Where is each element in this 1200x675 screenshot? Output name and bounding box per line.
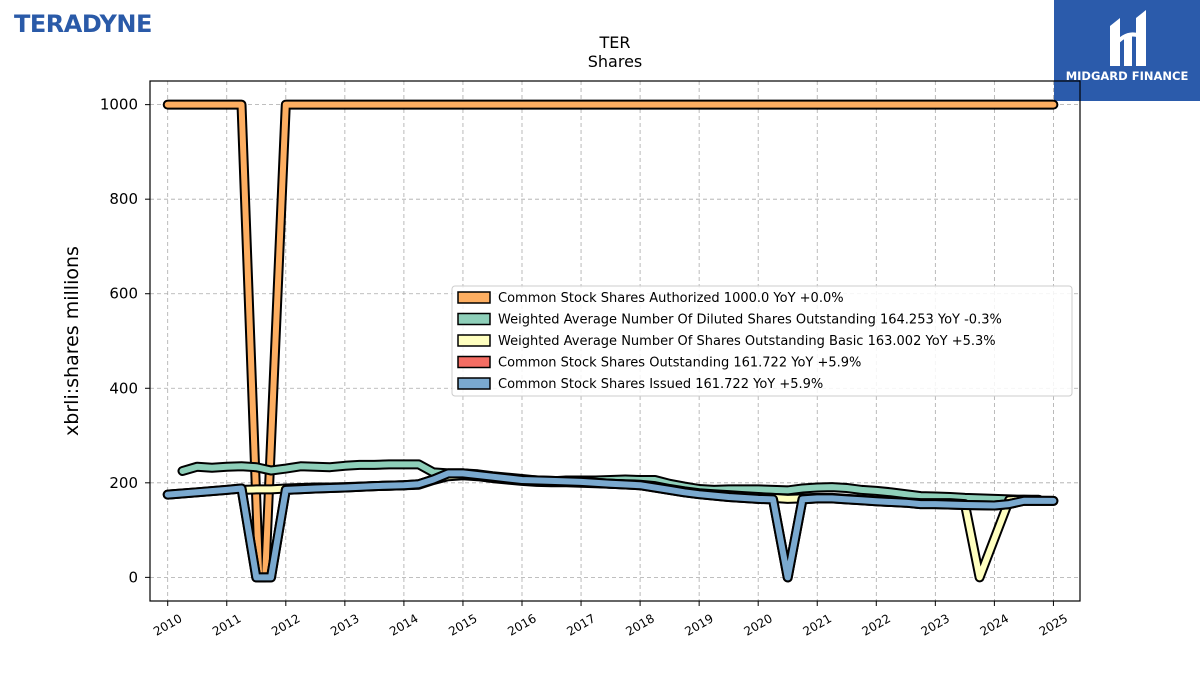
- y-axis-label: xbrli:shares millions: [61, 246, 83, 436]
- y-tick-label: 400: [109, 379, 138, 397]
- x-tick-label: 2014: [387, 611, 420, 638]
- series-lines: [162, 99, 1059, 583]
- x-tick-label: 2022: [860, 611, 893, 638]
- legend-item: Common Stock Shares Outstanding 161.722 …: [457, 355, 861, 371]
- legend-swatch: [457, 291, 491, 304]
- legend: Common Stock Shares Authorized 1000.0 Yo…: [451, 285, 1073, 397]
- legend-item: Common Stock Shares Authorized 1000.0 Yo…: [457, 291, 844, 306]
- x-tick-label: 2011: [210, 611, 243, 638]
- legend-item: Weighted Average Number Of Shares Outsta…: [457, 334, 996, 349]
- legend-box: [451, 285, 1073, 397]
- plot-frame: [149, 80, 1081, 602]
- y-tick-label: 600: [109, 285, 138, 303]
- legend-swatch: [457, 312, 491, 326]
- y-tick-label: 200: [109, 474, 138, 492]
- badge-label: MIDGARD FINANCE: [1065, 69, 1189, 83]
- x-tick-label: 2019: [682, 611, 715, 638]
- series-4: [162, 468, 1059, 583]
- x-tick-label: 2015: [446, 611, 479, 638]
- midgard-mark-icon: [1110, 10, 1146, 66]
- x-tick-label: 2016: [505, 611, 538, 638]
- x-tick-label: 2025: [1037, 611, 1070, 638]
- legend-item: Common Stock Shares Issued 161.722 YoY +…: [457, 377, 823, 392]
- x-tick-label: 2023: [919, 611, 952, 638]
- chart-title: TER: [599, 33, 631, 52]
- legend-label: Common Stock Shares Issued 161.722 YoY +…: [498, 377, 823, 392]
- legend-label: Common Stock Shares Outstanding 161.722 …: [498, 356, 861, 371]
- chart-subtitle: Shares: [588, 52, 643, 71]
- y-tick-label: 1000: [100, 96, 138, 114]
- teradyne-logo: TERADYNE: [14, 10, 152, 38]
- x-tick-label: 2018: [623, 611, 656, 638]
- x-tick-label: 2021: [801, 611, 834, 638]
- x-tick-label: 2013: [328, 611, 361, 638]
- x-tick-label: 2012: [269, 611, 302, 638]
- legend-label: Common Stock Shares Authorized 1000.0 Yo…: [498, 291, 844, 306]
- legend-swatch: [457, 334, 491, 347]
- legend-item: Weighted Average Number Of Diluted Share…: [457, 312, 1002, 328]
- y-tick-label: 0: [128, 568, 138, 586]
- legend-swatch: [457, 377, 491, 390]
- legend-label: Weighted Average Number Of Shares Outsta…: [498, 334, 996, 349]
- midgard-finance-badge: MIDGARD FINANCE: [1054, 0, 1200, 101]
- legend-swatch: [457, 355, 491, 369]
- legend-label: Weighted Average Number Of Diluted Share…: [498, 313, 1002, 328]
- x-tick-label: 2020: [741, 611, 774, 638]
- series-line: [164, 470, 1057, 581]
- x-tick-label: 2017: [564, 611, 597, 638]
- y-tick-label: 800: [109, 190, 138, 208]
- x-tick-label: 2010: [151, 611, 184, 638]
- x-tick-label: 2024: [978, 611, 1011, 638]
